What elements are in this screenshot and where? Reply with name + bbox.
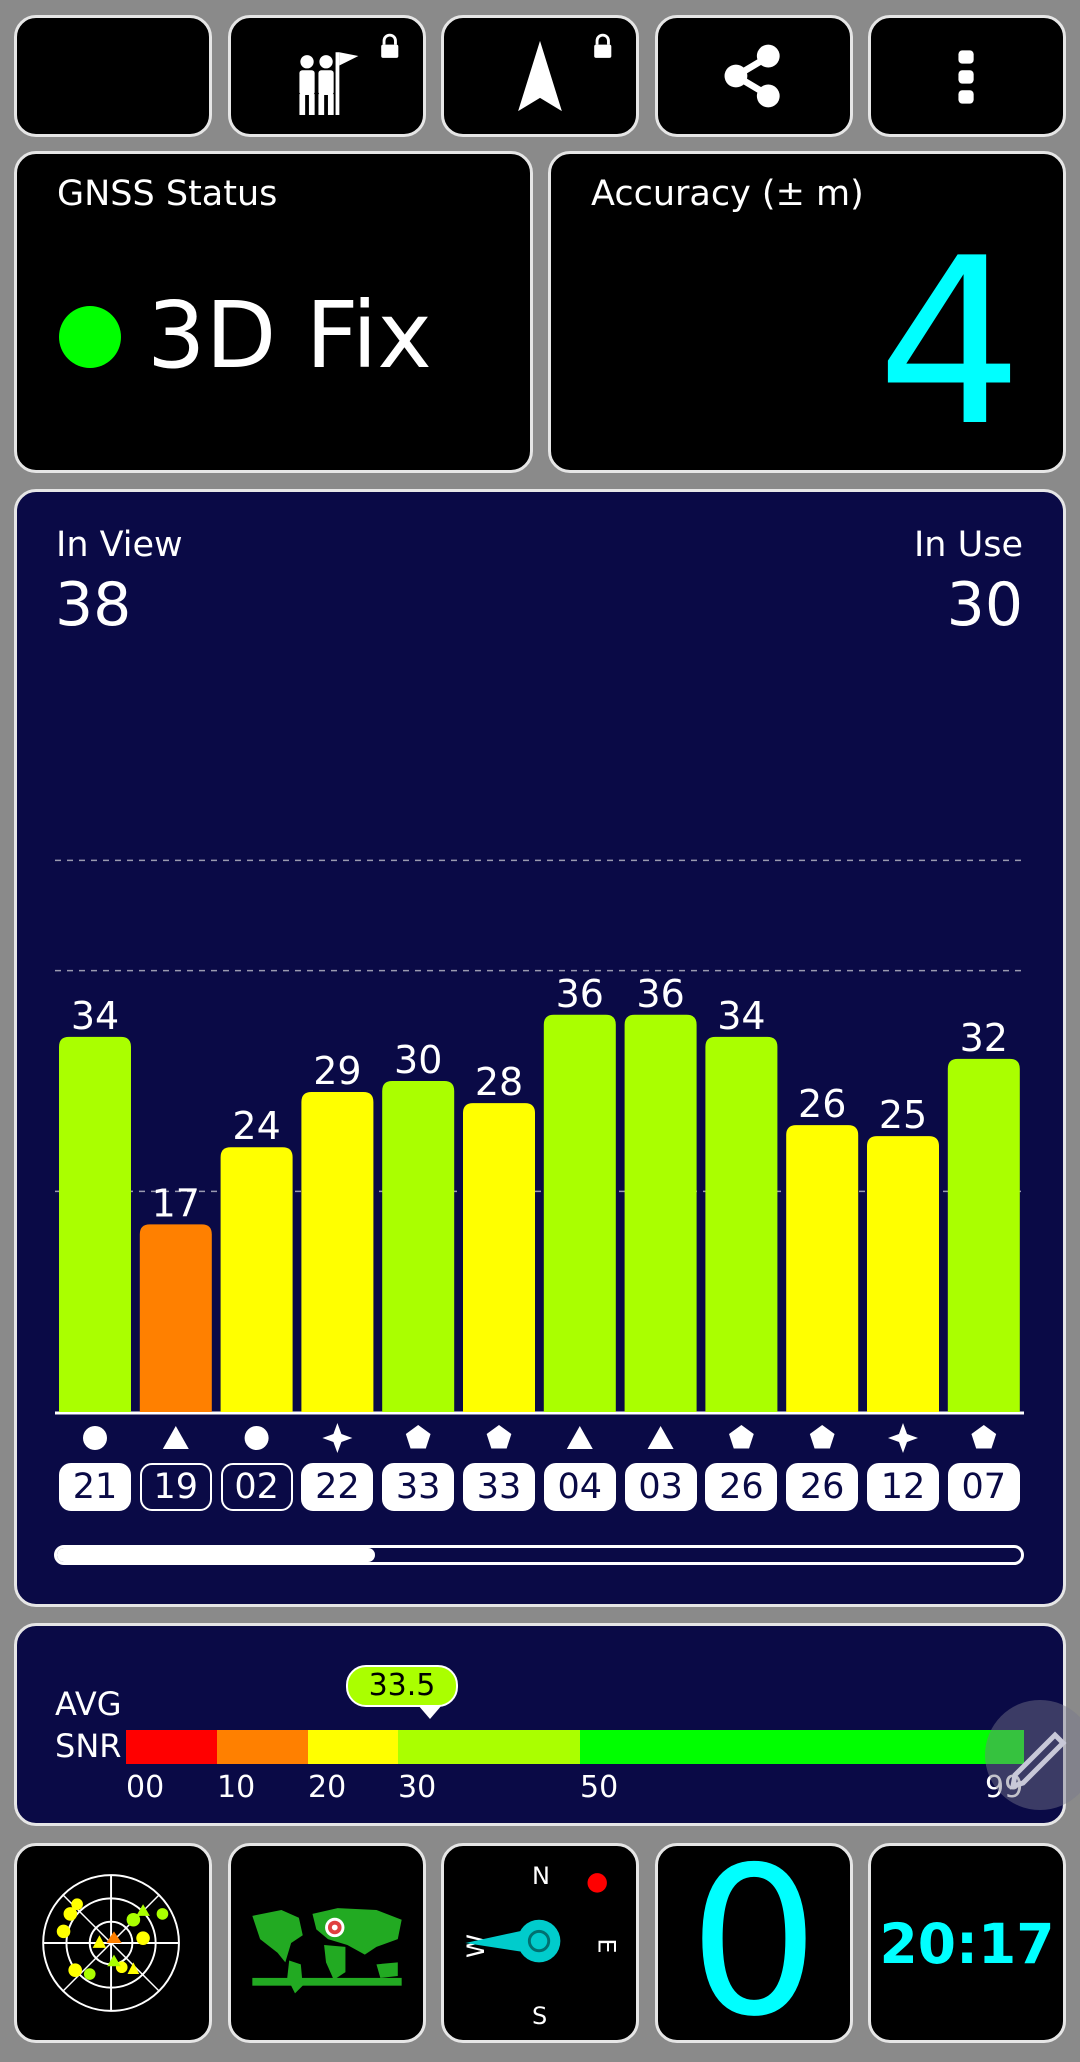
bar-value-label: 36 [556,972,604,1016]
satellite-id-chip[interactable]: 02 [220,1463,293,1511]
share-icon [724,44,780,108]
satellite-id-chip[interactable]: 12 [867,1463,939,1511]
accuracy-title: Accuracy (± m) [591,174,864,214]
bar-value-label: 32 [960,1016,1008,1060]
fix-indicator-dot [59,306,121,368]
snr-value-bubble: 33.5 [346,1665,458,1707]
satellite-id-chip[interactable]: 26 [705,1463,778,1511]
signal-bar[interactable] [220,1147,293,1412]
lock-icon [381,33,399,58]
satellite-id-chip[interactable]: 22 [301,1463,374,1511]
satellite-id-chip[interactable]: 21 [59,1463,131,1511]
more-vert-icon [958,50,974,104]
constellation-circle-icon [244,1426,269,1450]
satellite-id-chip[interactable]: 04 [543,1463,616,1511]
accuracy-value: 4 [876,210,1023,477]
speed-card[interactable]: 0 [655,1828,853,2058]
signal-bar[interactable] [624,1014,697,1412]
more-options-button[interactable] [868,15,1066,137]
signal-bar[interactable] [139,1224,212,1412]
navigation-button[interactable] [441,15,639,137]
snr-tick: 20 [308,1770,347,1805]
signal-bar-chart: 34 17 24 29 30 28 36 36 34 26 25 32 [55,859,1024,1453]
constellation-pentagon-icon [729,1425,754,1449]
satellite-signal-card[interactable] [14,489,1066,1607]
snr-scale-bar [126,1730,1024,1764]
satellite-id-chip[interactable]: 07 [947,1463,1020,1511]
constellation-triangle-icon [566,1426,593,1449]
satellite-id-chip[interactable]: 33 [463,1463,535,1511]
compass-icon [465,1873,607,1963]
sky-plot-icon [42,1874,180,2012]
constellation-triangle-icon [162,1426,189,1449]
in-use-count: 30 [946,570,1023,640]
constellation-pentagon-icon [809,1425,835,1449]
clock-card[interactable]: 20:17 [868,1843,1066,2043]
in-view-count: 38 [55,570,132,640]
snr-tick: 00 [126,1770,165,1805]
satellite-id-chip[interactable]: 26 [786,1463,859,1511]
accuracy-card[interactable]: Accuracy (± m) 4 [548,151,1066,473]
avg-snr-card[interactable] [14,1623,1066,1826]
bar-value-label: 30 [394,1038,442,1082]
constellation-pentagon-icon [971,1425,997,1449]
chart-scrollbar[interactable] [54,1545,1024,1565]
snr-label-snr: SNR [55,1727,122,1765]
signal-bar[interactable] [543,1014,616,1412]
constellation-star-icon [888,1423,918,1453]
signal-bar[interactable] [301,1092,374,1412]
bar-value-label: 28 [475,1060,523,1104]
snr-tick: 50 [580,1770,619,1805]
bar-value-label: 26 [798,1082,846,1126]
constellation-triangle-icon [647,1426,674,1449]
constellation-circle-icon [83,1426,107,1450]
constellation-pentagon-icon [405,1425,431,1449]
signal-bar[interactable] [947,1058,1020,1412]
bar-value-label: 17 [152,1181,200,1225]
compass-south: S [532,2002,548,2030]
satellite-id-chip[interactable]: 33 [382,1463,455,1511]
night-mode-button[interactable] [14,15,212,137]
snr-label-avg: AVG [55,1685,122,1723]
snr-value-pointer [418,1705,442,1719]
constellation-pentagon-icon [486,1425,512,1449]
person-flag-icon [299,33,399,115]
gnss-status-title: GNSS Status [57,174,278,214]
edit-layout-button[interactable] [985,1700,1080,1810]
share-button[interactable] [655,15,853,137]
satellite-id-chip[interactable]: 19 [139,1463,212,1511]
lock-icon [594,33,612,58]
signal-bar[interactable] [705,1036,778,1412]
map-view-button[interactable] [228,1843,426,2043]
gnss-status-card[interactable]: GNSS Status 3D Fix [14,151,533,473]
snr-tick: 10 [217,1770,256,1805]
satellite-id-chip[interactable]: 03 [624,1463,697,1511]
poi-button[interactable] [228,15,426,137]
clock-time: 20:17 [879,1912,1055,1976]
bar-value-label: 24 [232,1104,280,1148]
chart-scroll-thumb[interactable] [57,1548,376,1562]
world-map-icon [252,1908,402,1994]
signal-bar[interactable] [382,1081,455,1412]
signal-bar[interactable] [463,1103,535,1412]
signal-bar[interactable] [59,1036,131,1412]
in-use-label: In Use [913,525,1023,565]
speed-value: 0 [688,1824,820,2062]
bar-value-label: 34 [71,994,119,1038]
signal-bar[interactable] [867,1136,939,1412]
in-view-label: In View [56,525,183,565]
bar-value-label: 25 [879,1093,927,1137]
snr-tick: 30 [398,1770,437,1805]
constellation-star-icon [322,1423,353,1453]
navigation-arrow-icon [518,33,612,112]
sky-view-button[interactable] [14,1843,212,2043]
bar-value-label: 29 [313,1049,361,1093]
signal-bar[interactable] [786,1125,859,1412]
compass-north: N [532,1862,550,1890]
fix-status-text: 3D Fix [147,282,432,389]
compass-button[interactable]: N E S W [441,1843,639,2043]
bar-value-label: 34 [717,994,765,1038]
bar-value-label: 36 [636,972,684,1016]
pencil-icon [1009,1731,1067,1790]
